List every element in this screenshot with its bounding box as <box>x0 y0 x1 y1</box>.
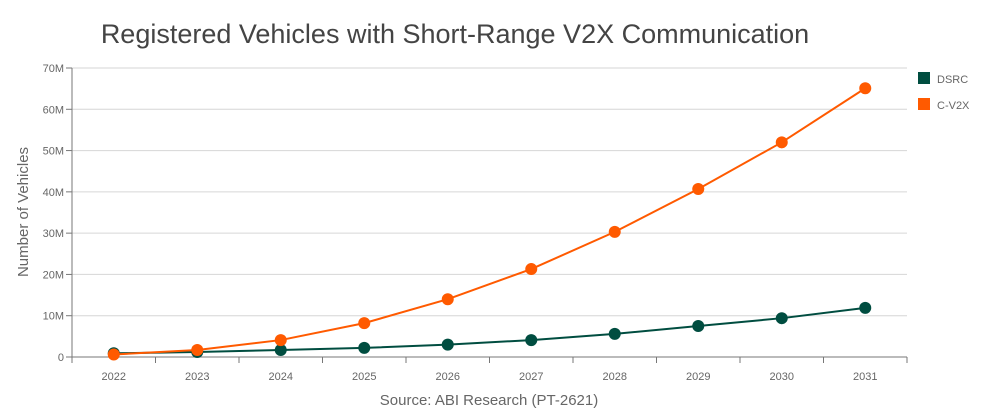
legend-label-c-v2x: C-V2X <box>937 100 970 112</box>
series-line-dsrc <box>113 306 866 355</box>
y-tick-label: 40M <box>43 187 64 199</box>
chart-title: Registered Vehicles with Short-Range V2X… <box>101 19 809 49</box>
data-point-c-v2x <box>775 136 788 149</box>
x-axis-label: Source: ABI Research (PT-2621) <box>380 392 598 409</box>
y-tick-label: 70M <box>43 63 64 75</box>
data-point-c-v2x <box>358 317 371 330</box>
data-point-dsrc <box>859 301 872 314</box>
x-tick-label: 2030 <box>770 371 794 383</box>
data-point-c-v2x <box>525 263 538 276</box>
x-tick-label: 2027 <box>519 371 543 383</box>
data-point-c-v2x <box>441 293 454 306</box>
y-tick-label: 50M <box>43 146 64 158</box>
x-tick-label: 2026 <box>436 371 460 383</box>
y-tick-label: 0 <box>58 352 64 364</box>
series-line-c-v2x <box>113 87 866 356</box>
legend-swatch-dsrc <box>918 72 930 84</box>
y-axis-label: Number of Vehicles <box>15 147 32 277</box>
y-tick-label: 60M <box>43 104 64 116</box>
data-point-dsrc <box>274 343 287 356</box>
x-tick-label: 2025 <box>352 371 376 383</box>
data-point-dsrc <box>608 327 621 340</box>
x-tick-label: 2031 <box>853 371 877 383</box>
data-point-dsrc <box>775 312 788 325</box>
x-tick-label: 2028 <box>603 371 627 383</box>
y-tick-label: 10M <box>43 311 64 323</box>
data-point-c-v2x <box>608 225 621 238</box>
legend-label-dsrc: DSRC <box>937 74 968 86</box>
x-tick-label: 2023 <box>185 371 209 383</box>
data-point-c-v2x <box>274 334 287 347</box>
data-point-c-v2x <box>692 182 705 195</box>
legend-swatch-c-v2x <box>918 98 930 110</box>
data-point-dsrc <box>692 320 705 333</box>
data-point-c-v2x <box>859 82 872 95</box>
y-tick-label: 30M <box>43 228 64 240</box>
data-point-dsrc <box>358 341 371 354</box>
data-point-dsrc <box>525 334 538 347</box>
x-tick-label: 2029 <box>686 371 710 383</box>
data-point-c-v2x <box>107 348 120 361</box>
data-point-c-v2x <box>191 343 204 356</box>
x-tick-label: 2024 <box>269 371 293 383</box>
x-tick-label: 2022 <box>102 371 126 383</box>
y-tick-label: 20M <box>43 269 64 281</box>
data-point-dsrc <box>441 338 454 351</box>
